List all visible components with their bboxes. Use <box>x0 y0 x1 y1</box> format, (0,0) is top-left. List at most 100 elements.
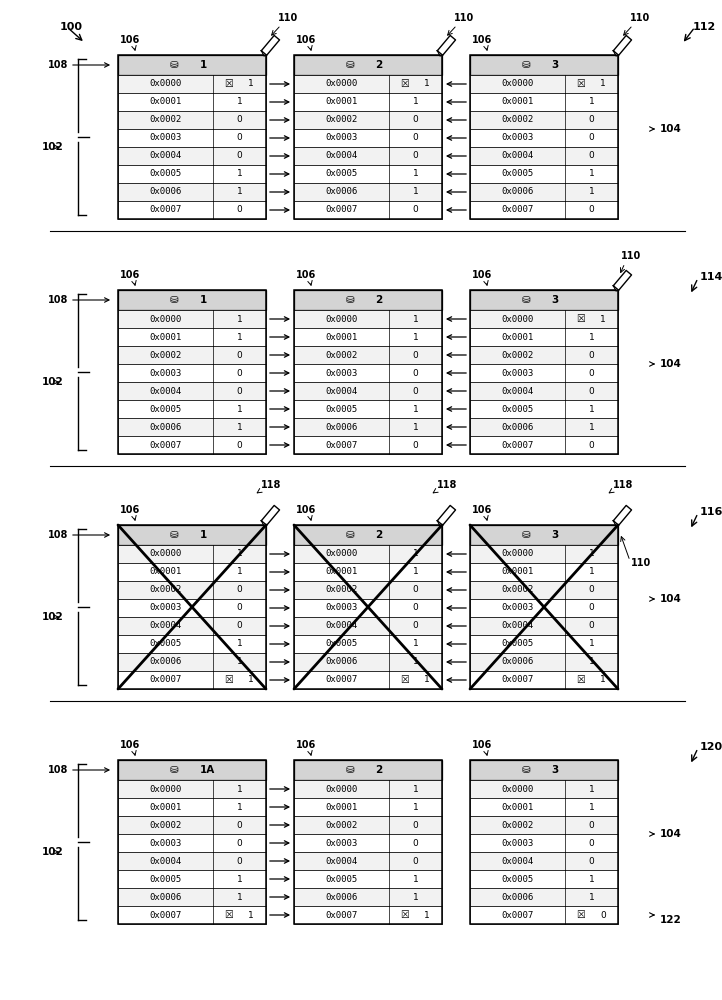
Text: 0: 0 <box>237 151 243 160</box>
Text: 1: 1 <box>600 314 606 324</box>
Text: 0: 0 <box>412 603 418 612</box>
Text: 1: 1 <box>412 550 418 558</box>
Text: ⛁: ⛁ <box>522 295 531 305</box>
Text: 0x0003: 0x0003 <box>149 133 181 142</box>
Bar <box>294 545 442 563</box>
Bar <box>294 111 442 129</box>
Text: 0x0007: 0x0007 <box>501 440 534 450</box>
Text: 0x0000: 0x0000 <box>149 784 181 794</box>
Bar <box>118 581 266 599</box>
Text: 3: 3 <box>552 60 559 70</box>
Bar <box>118 111 266 129</box>
Text: 2: 2 <box>375 530 383 540</box>
Bar <box>118 129 266 147</box>
Bar <box>470 888 618 906</box>
Text: 0x0005: 0x0005 <box>501 404 534 414</box>
Text: 0x0001: 0x0001 <box>149 568 181 576</box>
Text: 0x0001: 0x0001 <box>149 98 181 106</box>
Text: 0x0004: 0x0004 <box>325 856 357 865</box>
Text: 1: 1 <box>412 802 418 812</box>
Bar <box>118 852 266 870</box>
Text: 0x0000: 0x0000 <box>501 550 534 558</box>
Text: 0x0004: 0x0004 <box>149 621 181 631</box>
Bar <box>294 290 442 454</box>
Bar <box>470 290 618 454</box>
Bar <box>294 382 442 400</box>
Bar <box>118 545 266 563</box>
Text: 0x0003: 0x0003 <box>149 838 181 848</box>
Text: 0: 0 <box>588 585 594 594</box>
Text: 0: 0 <box>600 910 606 920</box>
Text: ⛁: ⛁ <box>170 765 178 775</box>
Text: 1: 1 <box>588 188 594 196</box>
Bar <box>470 798 618 816</box>
Bar <box>294 346 442 364</box>
Text: 0x0007: 0x0007 <box>149 910 181 920</box>
Text: 1: 1 <box>237 404 243 414</box>
Text: 0x0005: 0x0005 <box>149 404 181 414</box>
Text: 0x0001: 0x0001 <box>501 98 534 106</box>
Text: 106: 106 <box>296 270 316 280</box>
Text: 0: 0 <box>412 621 418 631</box>
Text: 0: 0 <box>588 133 594 142</box>
Bar <box>470 617 618 635</box>
Bar <box>470 400 618 418</box>
Text: 106: 106 <box>120 35 140 45</box>
Bar <box>118 671 266 689</box>
Bar <box>294 55 442 75</box>
Text: 1: 1 <box>412 98 418 106</box>
Text: 0x0000: 0x0000 <box>501 80 534 89</box>
Text: 0x0003: 0x0003 <box>501 603 534 612</box>
Text: 3: 3 <box>552 530 559 540</box>
Text: 0: 0 <box>412 351 418 360</box>
Bar <box>470 760 618 780</box>
Text: 0x0004: 0x0004 <box>149 386 181 395</box>
Text: 122: 122 <box>660 915 682 925</box>
Bar <box>118 290 266 310</box>
Text: 0x0006: 0x0006 <box>149 658 181 666</box>
Text: 1: 1 <box>412 169 418 178</box>
Text: 0x0006: 0x0006 <box>501 422 534 432</box>
Bar <box>470 870 618 888</box>
Bar <box>118 328 266 346</box>
Text: 1: 1 <box>248 910 254 920</box>
Text: 1: 1 <box>199 530 206 540</box>
Text: 0x0000: 0x0000 <box>149 314 181 324</box>
Bar <box>118 525 266 545</box>
Bar <box>118 290 266 454</box>
Polygon shape <box>613 35 632 55</box>
Text: 0x0002: 0x0002 <box>325 820 357 830</box>
Text: 0x0003: 0x0003 <box>325 838 357 848</box>
Text: 1: 1 <box>237 188 243 196</box>
Text: 0: 0 <box>588 115 594 124</box>
Text: 1: 1 <box>237 98 243 106</box>
Text: 108: 108 <box>48 295 68 305</box>
Text: 106: 106 <box>472 740 492 750</box>
Text: 0: 0 <box>237 838 243 848</box>
Polygon shape <box>261 35 279 55</box>
Bar <box>118 400 266 418</box>
Bar <box>118 201 266 219</box>
Text: 0: 0 <box>412 838 418 848</box>
Text: ⛁: ⛁ <box>170 60 178 70</box>
Text: 0: 0 <box>412 820 418 830</box>
Bar <box>294 129 442 147</box>
Text: 1: 1 <box>588 550 594 558</box>
Text: 110: 110 <box>621 251 641 261</box>
Bar <box>118 870 266 888</box>
Text: 120: 120 <box>700 742 722 752</box>
Text: 1: 1 <box>588 784 594 794</box>
Text: 1: 1 <box>237 658 243 666</box>
Text: 1: 1 <box>199 60 206 70</box>
Text: 1A: 1A <box>199 765 214 775</box>
Text: 1: 1 <box>412 658 418 666</box>
Text: 0x0005: 0x0005 <box>325 404 357 414</box>
Text: 0x0000: 0x0000 <box>149 550 181 558</box>
Bar <box>294 75 442 93</box>
Bar <box>470 760 618 924</box>
Text: 112: 112 <box>693 22 716 32</box>
Text: 0: 0 <box>237 351 243 360</box>
Bar <box>470 671 618 689</box>
Bar <box>294 599 442 617</box>
Text: 1: 1 <box>588 658 594 666</box>
